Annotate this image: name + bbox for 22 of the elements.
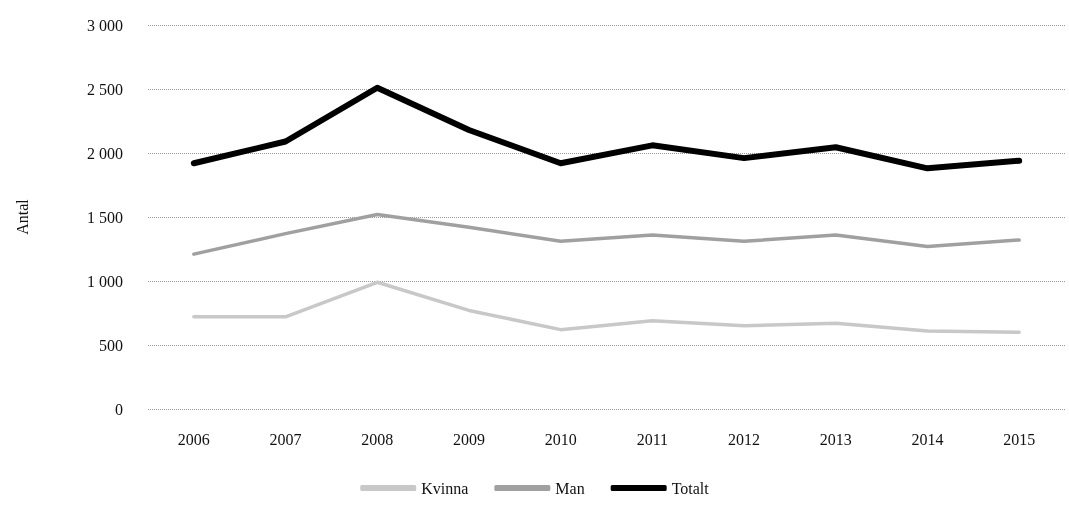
x-tick-label: 2009 xyxy=(452,430,485,448)
y-tick-label: 500 xyxy=(99,336,123,354)
y-tick-label: 0 xyxy=(115,400,123,418)
y-tick-label: 2 000 xyxy=(87,144,123,162)
legend-label: Kvinna xyxy=(421,479,469,497)
y-axis-title: Antal xyxy=(13,198,31,235)
y-tick-label: 2 500 xyxy=(87,80,123,98)
legend-label: Totalt xyxy=(671,479,710,497)
legend-label: Man xyxy=(555,479,585,497)
line-series xyxy=(192,280,1021,334)
y-tick-label: 1 000 xyxy=(87,272,123,290)
x-tick-label: 2012 xyxy=(728,430,761,448)
y-tick-label: 1 500 xyxy=(87,208,123,226)
x-tick-label: 2013 xyxy=(819,430,852,448)
x-tick-label: 2006 xyxy=(177,430,210,448)
y-tick-label: 3 000 xyxy=(87,16,123,34)
x-tick-label: 2007 xyxy=(269,430,302,448)
x-tick-label: 2015 xyxy=(1003,430,1036,448)
x-tick-label: 2008 xyxy=(361,430,394,448)
x-tick-label: 2011 xyxy=(636,430,669,448)
x-tick-label: 2014 xyxy=(911,430,944,448)
x-tick-label: 2010 xyxy=(544,430,577,448)
